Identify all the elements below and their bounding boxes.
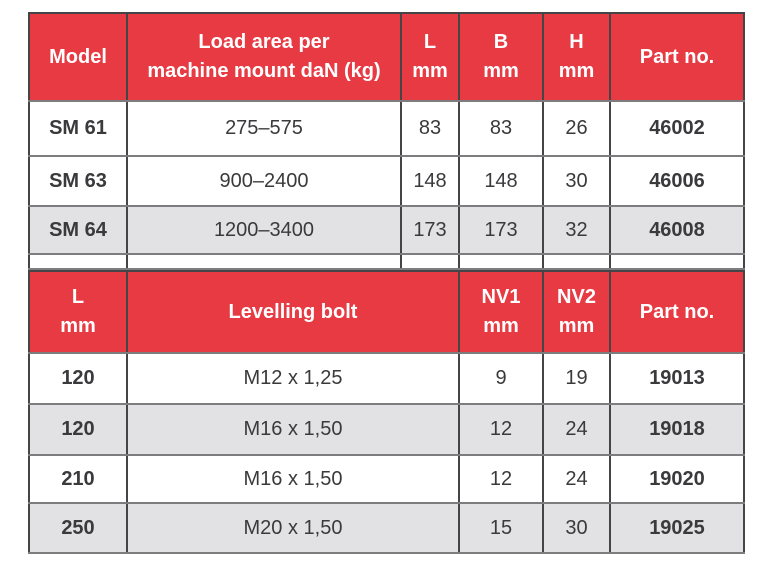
l-cell: 173 xyxy=(400,205,460,255)
col-header-load-area-line1: Load area per xyxy=(198,31,330,53)
model-cell: SM 63 xyxy=(28,155,128,207)
spacer-cell xyxy=(542,253,611,270)
b-cell: 83 xyxy=(458,100,544,157)
bolt-cell: M20 x 1,50 xyxy=(126,502,460,554)
col-header-levelling-bolt: Levelling bolt xyxy=(126,270,460,354)
spacer-cell xyxy=(28,253,128,270)
h-cell: 30 xyxy=(542,155,611,207)
nv2-cell: 24 xyxy=(542,454,611,504)
table-row-sm64: SM 64 1200–3400 173 173 32 46008 xyxy=(28,205,745,255)
nv2-cell: 24 xyxy=(542,403,611,456)
l-cell: 83 xyxy=(400,100,460,157)
load-area-cell: 1200–3400 xyxy=(126,205,402,255)
part-no-cell: 19013 xyxy=(609,352,745,405)
table-row-bolt-3: 210 M16 x 1,50 12 24 19020 xyxy=(28,454,745,504)
nv2-cell: 30 xyxy=(542,502,611,554)
machine-mounts-header-row: Model Load area per machine mount daN (kg… xyxy=(28,12,745,102)
spacer-row xyxy=(28,253,745,270)
col-header-load-area-line2: machine mount daN (kg) xyxy=(147,60,381,82)
spacer-cell xyxy=(400,253,460,270)
load-area-cell: 900–2400 xyxy=(126,155,402,207)
b-cell: 173 xyxy=(458,205,544,255)
l-cell: 210 xyxy=(28,454,128,504)
part-no-cell: 46002 xyxy=(609,100,745,157)
l-cell: 148 xyxy=(400,155,460,207)
bolt-cell: M12 x 1,25 xyxy=(126,352,460,405)
model-cell: SM 64 xyxy=(28,205,128,255)
table-row-bolt-1: 120 M12 x 1,25 9 19 19013 xyxy=(28,352,745,405)
machine-mounts-table: Model Load area per machine mount daN (kg… xyxy=(28,12,745,270)
l-cell: 250 xyxy=(28,502,128,554)
col-header-nv2-mm: NV2 mm xyxy=(542,270,611,354)
col-header-model: Model xyxy=(28,12,128,102)
h-cell: 32 xyxy=(542,205,611,255)
spacer-cell xyxy=(458,253,544,270)
col-header-part-no: Part no. xyxy=(609,270,745,354)
part-no-cell: 19020 xyxy=(609,454,745,504)
table-row-sm61: SM 61 275–575 83 83 26 46002 xyxy=(28,100,745,157)
col-header-model-label: Model xyxy=(49,45,107,68)
table-row-sm63: SM 63 900–2400 148 148 30 46006 xyxy=(28,155,745,207)
table-row-bolt-4: 250 M20 x 1,50 15 30 19025 xyxy=(28,502,745,554)
spacer-cell xyxy=(126,253,402,270)
part-no-cell: 19025 xyxy=(609,502,745,554)
col-header-load-area: Load area per machine mount daN (kg) xyxy=(126,12,402,102)
part-no-cell: 19018 xyxy=(609,403,745,456)
nv1-cell: 15 xyxy=(458,502,544,554)
table-row-bolt-2: 120 M16 x 1,50 12 24 19018 xyxy=(28,403,745,456)
b-cell: 148 xyxy=(458,155,544,207)
bolt-cell: M16 x 1,50 xyxy=(126,403,460,456)
part-no-cell: 46006 xyxy=(609,155,745,207)
bolt-cell: M16 x 1,50 xyxy=(126,454,460,504)
part-no-cell: 46008 xyxy=(609,205,745,255)
l-cell: 120 xyxy=(28,403,128,456)
h-cell: 26 xyxy=(542,100,611,157)
model-cell: SM 61 xyxy=(28,100,128,157)
load-area-cell: 275–575 xyxy=(126,100,402,157)
nv1-cell: 12 xyxy=(458,454,544,504)
nv2-cell: 19 xyxy=(542,352,611,405)
col-header-nv1-mm: NV1 mm xyxy=(458,270,544,354)
spacer-cell xyxy=(609,253,745,270)
l-cell: 120 xyxy=(28,352,128,405)
nv1-cell: 12 xyxy=(458,403,544,456)
nv1-cell: 9 xyxy=(458,352,544,405)
col-header-part-no: Part no. xyxy=(609,12,745,102)
